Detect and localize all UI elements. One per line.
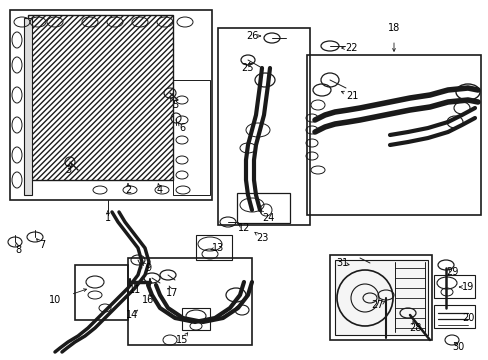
Bar [24,18,32,195]
Bar [128,258,251,345]
Text: 9: 9 [144,263,151,273]
Bar [10,10,212,200]
Text: 27: 27 [371,300,384,310]
Text: 4: 4 [157,185,163,195]
Text: 19: 19 [461,282,473,292]
Bar [433,305,474,328]
Text: 12: 12 [237,223,250,233]
Text: 21: 21 [345,91,357,101]
Text: 17: 17 [165,288,178,298]
Text: 7: 7 [39,240,45,250]
Text: 6: 6 [179,123,184,133]
Text: 10: 10 [49,295,61,305]
Text: 15: 15 [176,335,188,345]
Bar [237,193,289,223]
Text: 18: 18 [387,23,399,33]
Text: 22: 22 [345,43,358,53]
Text: 16: 16 [142,295,154,305]
Text: 11: 11 [129,285,141,295]
Text: 23: 23 [255,233,267,243]
Bar [182,308,209,330]
Text: 13: 13 [211,243,224,253]
Text: 3: 3 [65,165,71,175]
Bar [196,235,231,260]
Text: 20: 20 [461,313,473,323]
Bar [329,255,431,340]
Bar [306,55,480,215]
Text: 5: 5 [171,100,178,110]
Bar [218,28,309,225]
Text: 29: 29 [445,267,457,277]
Text: 1: 1 [105,213,111,223]
Text: 30: 30 [451,342,463,352]
Bar [334,260,427,335]
Text: 24: 24 [261,213,274,223]
Bar [75,265,128,320]
Bar [28,15,173,180]
Text: 14: 14 [125,310,138,320]
Text: 8: 8 [15,245,21,255]
Bar [433,275,474,298]
Text: 28: 28 [408,323,420,333]
Text: 2: 2 [124,185,131,195]
Text: 26: 26 [245,31,258,41]
Bar [173,80,209,195]
Text: 31: 31 [335,258,347,268]
Text: 25: 25 [241,63,254,73]
